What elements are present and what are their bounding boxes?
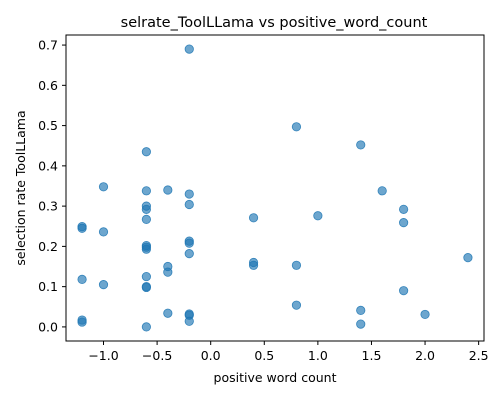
data-point (184, 316, 194, 326)
x-tick-label: −0.5 (142, 348, 172, 363)
data-point (98, 182, 109, 192)
data-point (248, 260, 259, 270)
x-tick-label: 1.5 (362, 348, 382, 363)
x-tick-label: 0.0 (201, 348, 221, 363)
data-point (141, 147, 151, 157)
x-axis: −1.0 −0.5 0.0 0.5 1.0 1.5 2.0 2.5 (88, 341, 489, 363)
data-point (463, 253, 473, 263)
data-point (184, 189, 194, 199)
x-tick-label: 0.5 (254, 348, 274, 363)
data-point (141, 244, 151, 254)
y-tick-label: 0.6 (38, 78, 58, 93)
data-point (291, 260, 302, 270)
data-point (163, 308, 173, 318)
data-point (356, 140, 366, 150)
data-point (184, 44, 194, 54)
data-point (141, 214, 151, 225)
data-point (141, 322, 151, 332)
data-point (291, 300, 302, 310)
y-axis: 0.0 0.1 0.2 0.3 0.4 0.5 0.6 0.7 (38, 38, 66, 334)
data-point (163, 185, 173, 195)
data-point (184, 238, 194, 248)
data-point (356, 305, 366, 315)
data-point (399, 218, 409, 228)
data-point (313, 211, 323, 221)
data-point (377, 186, 387, 196)
data-point (163, 267, 173, 277)
x-tick-label: −1.0 (88, 348, 118, 363)
data-point (399, 204, 409, 214)
data-point (141, 204, 151, 214)
data-point (77, 223, 87, 233)
data-point (98, 280, 109, 290)
data-point (248, 213, 259, 223)
x-axis-label: positive word count (214, 370, 337, 385)
data-point (399, 286, 409, 296)
y-tick-label: 0.4 (38, 158, 58, 173)
data-point (141, 186, 151, 196)
data-point (356, 319, 366, 329)
data-point (184, 199, 194, 210)
y-tick-label: 0.3 (38, 199, 58, 214)
data-point (420, 309, 430, 320)
y-tick-label: 0.1 (38, 279, 58, 294)
x-tick-label: 1.0 (308, 348, 328, 363)
x-tick-label: 2.0 (415, 348, 435, 363)
x-tick-label: 2.5 (469, 348, 489, 363)
data-point (141, 271, 151, 282)
y-tick-label: 0.7 (38, 38, 58, 53)
data-point (291, 122, 302, 132)
chart-title: selrate_ToolLLama vs positive_word_count (121, 15, 428, 31)
data-point (98, 227, 109, 237)
data-point (184, 249, 194, 259)
data-point (77, 274, 87, 284)
y-tick-label: 0.0 (38, 319, 58, 334)
points-layer (77, 44, 473, 332)
y-axis-label: selection rate ToolLLama (13, 110, 28, 265)
y-tick-label: 0.5 (38, 118, 58, 133)
data-point (141, 282, 151, 293)
plot-frame (65, 34, 485, 342)
y-tick-label: 0.2 (38, 239, 58, 254)
data-point (77, 317, 87, 327)
